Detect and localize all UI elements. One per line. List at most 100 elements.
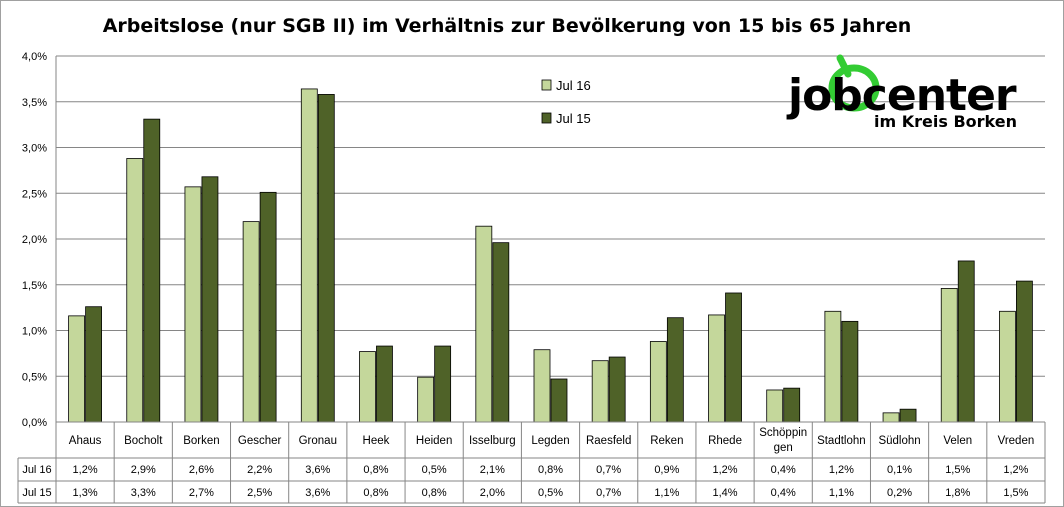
- table-cell: 2,1%: [480, 464, 505, 476]
- bar-jul-15: [725, 292, 742, 423]
- table-cell: 0,4%: [771, 487, 796, 499]
- table-cell: 0,8%: [363, 487, 388, 499]
- table-cell: 1,2%: [73, 464, 98, 476]
- table-cell: 2,5%: [247, 487, 272, 499]
- table-cell: 0,8%: [538, 464, 563, 476]
- table-cell: 1,2%: [829, 464, 854, 476]
- bar-jul-15: [201, 176, 219, 423]
- table-cell: 2,7%: [189, 487, 214, 499]
- table-cell: 2,0%: [480, 487, 505, 499]
- bar-jul-15: [376, 345, 393, 423]
- table-cell: 0,5%: [422, 464, 447, 476]
- bar-jul-15: [783, 387, 801, 423]
- bar-jul-15: [550, 378, 568, 423]
- bar-jul-16: [475, 225, 493, 423]
- legend-label: Jul 16: [556, 78, 591, 93]
- bar-jul-16: [300, 88, 318, 423]
- bar-jul-16: [591, 360, 609, 423]
- bar-jul-15: [317, 94, 335, 423]
- bar-jul-15: [957, 260, 975, 423]
- category-label: Raesfeld: [586, 435, 631, 447]
- category-label: Vreden: [998, 435, 1035, 447]
- y-tick-label: 3,5%: [22, 97, 47, 109]
- bar-jul-16: [184, 186, 202, 423]
- table-cell: 1,3%: [73, 487, 98, 499]
- category-label: Borken: [183, 435, 219, 447]
- y-tick-label: 3,0%: [22, 143, 47, 155]
- table-cell: 0,2%: [887, 487, 912, 499]
- bar-jul-15: [259, 191, 277, 423]
- category-label: Reken: [650, 435, 683, 447]
- category-label: Stadtlohn: [817, 435, 866, 447]
- table-cell: 1,5%: [945, 464, 970, 476]
- table-cell: 2,2%: [247, 464, 272, 476]
- legend-label: Jul 15: [556, 111, 591, 126]
- y-tick-label: 4,0%: [22, 51, 47, 63]
- table-series-name: Jul 15: [22, 487, 51, 499]
- table-cell: 3,6%: [305, 464, 330, 476]
- bar-jul-16: [999, 310, 1016, 423]
- table-cell: 0,8%: [363, 464, 388, 476]
- table-cell: 0,7%: [596, 487, 621, 499]
- table-cell: 2,9%: [131, 464, 156, 476]
- bar-jul-15: [492, 242, 510, 423]
- category-label: Gescher: [238, 435, 282, 447]
- y-tick-label: 2,5%: [22, 188, 47, 200]
- bar-jul-16: [649, 341, 667, 423]
- table-cell: 0,5%: [538, 487, 563, 499]
- table-cell: 1,5%: [1003, 487, 1028, 499]
- bar-jul-16: [824, 310, 842, 423]
- table-cell: 1,4%: [712, 487, 737, 499]
- category-label: Heek: [363, 435, 390, 447]
- logo-ring-icon: [828, 64, 880, 112]
- category-label: Gronau: [299, 435, 337, 447]
- bar-jul-16: [766, 389, 784, 423]
- category-label: Isselburg: [469, 435, 516, 447]
- table-cell: 1,1%: [654, 487, 679, 499]
- bar-jul-15: [143, 118, 161, 423]
- bar-jul-16: [417, 376, 435, 423]
- category-label: gen: [774, 442, 793, 454]
- bar-jul-16: [242, 221, 260, 423]
- category-label: Schöppin: [759, 427, 807, 439]
- table-cell: 1,2%: [1003, 464, 1028, 476]
- table-cell: 0,4%: [771, 464, 796, 476]
- table-cell: 0,8%: [422, 487, 447, 499]
- bar-jul-15: [899, 408, 917, 423]
- logo-stroke-icon: [836, 54, 852, 78]
- y-tick-label: 0,5%: [22, 371, 47, 383]
- bar-jul-16: [708, 314, 725, 423]
- bar-jul-16: [533, 349, 551, 423]
- bar-jul-15: [666, 317, 684, 423]
- bar-jul-15: [841, 320, 859, 423]
- bar-jul-16: [940, 288, 958, 423]
- table-cell: 1,8%: [945, 487, 970, 499]
- table-cell: 0,9%: [654, 464, 679, 476]
- legend-swatch: [541, 79, 552, 91]
- bar-jul-16: [68, 315, 85, 423]
- category-label: Südlohn: [878, 435, 920, 447]
- legend-swatch: [541, 112, 552, 124]
- table-cell: 1,1%: [829, 487, 854, 499]
- logo-subtext: im Kreis Borken: [874, 112, 1017, 131]
- chart-title: Arbeitslose (nur SGB II) im Verhältnis z…: [103, 15, 912, 37]
- category-label: Velen: [943, 435, 972, 447]
- y-tick-label: 2,0%: [22, 234, 47, 246]
- category-label: Legden: [531, 435, 569, 447]
- table-series-name: Jul 16: [22, 464, 51, 476]
- table-cell: 1,2%: [712, 464, 737, 476]
- table-cell: 3,3%: [131, 487, 156, 499]
- bar-jul-15: [608, 356, 626, 423]
- bar-jul-16: [126, 158, 144, 423]
- category-label: Heiden: [416, 435, 452, 447]
- table-cell: 0,7%: [596, 464, 621, 476]
- y-tick-label: 0,0%: [22, 417, 47, 429]
- category-label: Rhede: [708, 435, 742, 447]
- category-label: Ahaus: [69, 435, 102, 447]
- bar-jul-15: [434, 345, 452, 423]
- bar-jul-15: [85, 306, 102, 423]
- y-tick-label: 1,0%: [22, 326, 47, 338]
- logo-text: jobcenter: [786, 70, 1017, 121]
- category-label: Bocholt: [124, 435, 163, 447]
